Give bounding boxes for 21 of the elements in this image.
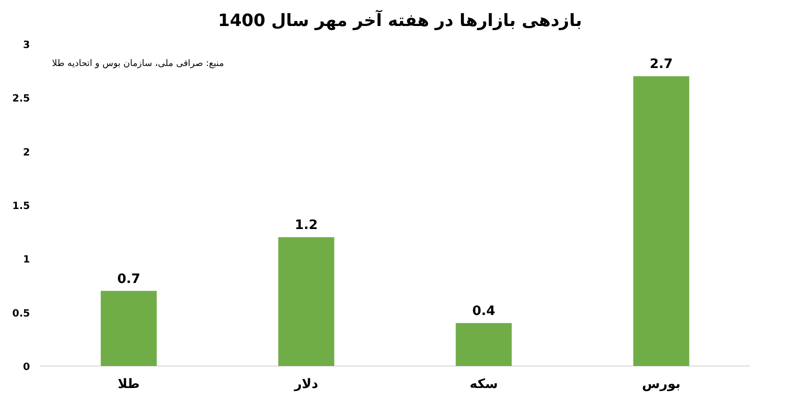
bar bbox=[456, 323, 512, 366]
annotation: منبع: صرافی ملی، سازمان بوس و اتحادیه طلا bbox=[52, 59, 224, 69]
y-tick-label: 0.5 bbox=[12, 308, 30, 320]
y-tick-label: 0 bbox=[23, 362, 30, 373]
bar bbox=[633, 76, 690, 366]
y-tick-label: 1 bbox=[23, 254, 30, 266]
y-tick-label: 2.5 bbox=[12, 94, 30, 105]
y-tick-label: 3 bbox=[23, 40, 30, 51]
x-tick-label: سکه bbox=[470, 377, 498, 392]
data-label: 1.2 bbox=[294, 218, 318, 234]
y-tick-label: 1.5 bbox=[12, 201, 30, 212]
x-tick-label: دلار bbox=[293, 377, 318, 392]
bar bbox=[278, 237, 334, 366]
data-label: 0.7 bbox=[117, 272, 140, 287]
chart-title: بازدهی بازارها در هفته آخر مهر سال 1400 bbox=[218, 9, 582, 31]
data-label: 2.7 bbox=[650, 57, 673, 72]
y-tick-label: 2 bbox=[23, 147, 30, 158]
data-label: 0.4 bbox=[472, 304, 496, 320]
x-tick-label: بورس bbox=[642, 377, 680, 392]
bar bbox=[100, 290, 157, 366]
x-tick-label: طلا bbox=[118, 377, 140, 392]
